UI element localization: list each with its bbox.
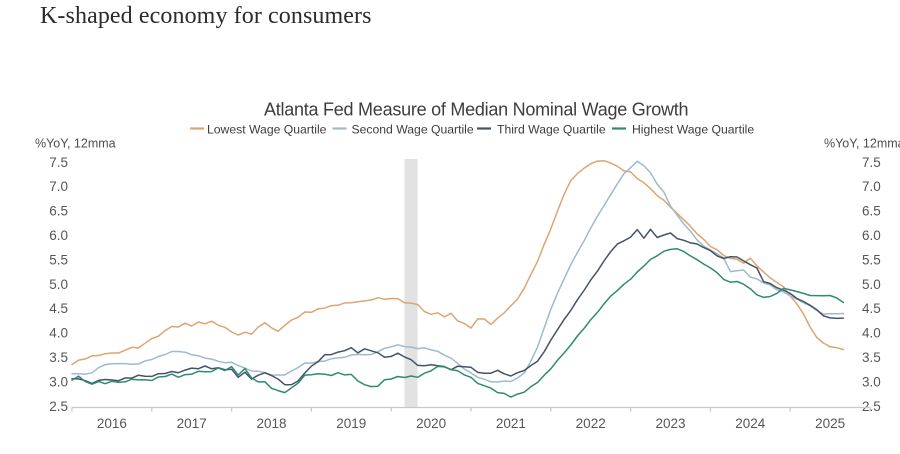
svg-text:2022: 2022	[576, 416, 606, 431]
svg-text:2021: 2021	[496, 416, 526, 431]
svg-text:2019: 2019	[336, 416, 366, 431]
svg-text:5.0: 5.0	[49, 277, 68, 292]
svg-text:3.5: 3.5	[862, 350, 881, 365]
svg-text:K-shaped economy for consumers: K-shaped economy for consumers	[40, 3, 372, 29]
svg-text:2016: 2016	[97, 416, 127, 431]
svg-text:%YoY, 12mma: %YoY, 12mma	[824, 137, 900, 151]
svg-text:5.5: 5.5	[49, 252, 68, 267]
svg-text:2.5: 2.5	[49, 399, 68, 414]
svg-text:6.0: 6.0	[862, 228, 881, 243]
svg-text:2.5: 2.5	[862, 399, 881, 414]
svg-text:6.0: 6.0	[49, 228, 68, 243]
svg-text:6.5: 6.5	[49, 204, 68, 219]
svg-text:3.5: 3.5	[49, 350, 68, 365]
svg-text:4.0: 4.0	[49, 326, 68, 341]
svg-text:%YoY, 12mma: %YoY, 12mma	[35, 137, 116, 151]
svg-text:Third Wage Quartile: Third Wage Quartile	[497, 123, 606, 137]
svg-text:7.5: 7.5	[49, 155, 68, 170]
svg-text:4.5: 4.5	[862, 301, 881, 316]
svg-text:2023: 2023	[655, 416, 685, 431]
svg-text:4.5: 4.5	[49, 301, 68, 316]
svg-text:Atlanta Fed Measure of Median: Atlanta Fed Measure of Median Nominal Wa…	[264, 100, 688, 120]
svg-text:Second Wage Quartile: Second Wage Quartile	[352, 123, 474, 137]
svg-text:2025: 2025	[815, 416, 845, 431]
svg-text:2017: 2017	[177, 416, 207, 431]
svg-text:4.0: 4.0	[862, 326, 881, 341]
svg-text:3.0: 3.0	[862, 374, 881, 389]
svg-text:2024: 2024	[735, 416, 766, 431]
svg-text:7.0: 7.0	[862, 179, 881, 194]
svg-text:2020: 2020	[416, 416, 446, 431]
svg-text:7.0: 7.0	[49, 179, 68, 194]
svg-text:5.0: 5.0	[862, 277, 881, 292]
svg-text:7.5: 7.5	[862, 155, 881, 170]
svg-text:Lowest Wage Quartile: Lowest Wage Quartile	[207, 123, 327, 137]
svg-text:3.0: 3.0	[49, 374, 68, 389]
svg-text:2018: 2018	[256, 416, 286, 431]
svg-text:6.5: 6.5	[862, 204, 881, 219]
svg-text:5.5: 5.5	[862, 252, 881, 267]
svg-text:Highest Wage Quartile: Highest Wage Quartile	[632, 123, 754, 137]
